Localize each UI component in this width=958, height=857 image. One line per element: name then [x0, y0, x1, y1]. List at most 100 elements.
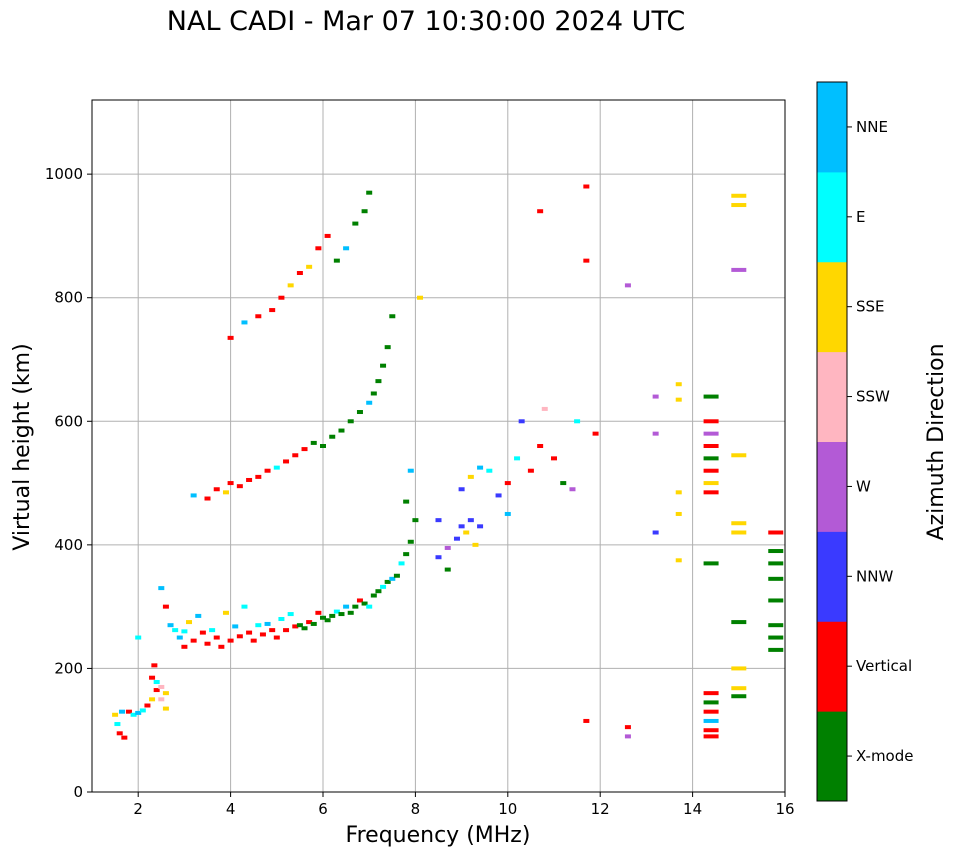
echo-point — [149, 675, 156, 680]
echo-point — [283, 628, 290, 633]
echo-point — [380, 584, 387, 589]
echo-point — [486, 468, 493, 473]
echo-point — [356, 410, 363, 415]
echo-point — [158, 684, 165, 689]
colorbar-segment — [817, 531, 847, 622]
echo-point — [204, 496, 211, 501]
echo-point — [592, 431, 599, 436]
colorbar-segment — [817, 711, 847, 802]
echo-point — [537, 209, 544, 214]
echo-point — [333, 258, 340, 263]
echo-point — [384, 579, 391, 584]
echo-point — [181, 644, 188, 649]
echo-point — [329, 434, 336, 439]
echo-point — [190, 493, 197, 498]
x-tick-label: 10 — [498, 800, 517, 818]
colorbar-tick-label: NNW — [856, 567, 893, 585]
echo-point — [264, 468, 271, 473]
echo-point — [477, 465, 484, 470]
echo-point — [703, 431, 719, 436]
colorbar-tick-label: SSW — [856, 388, 890, 406]
echo-point — [264, 621, 271, 626]
echo-point — [310, 621, 317, 626]
echo-point — [306, 264, 313, 269]
echo-point — [389, 314, 396, 319]
echo-point — [551, 456, 557, 461]
echo-point — [167, 623, 174, 628]
colorbar-segment — [817, 621, 847, 712]
echo-point — [246, 630, 253, 635]
echo-point — [116, 731, 123, 736]
echo-point — [768, 561, 784, 566]
y-tick-label: 200 — [54, 659, 83, 677]
echo-point — [227, 638, 234, 643]
echo-point — [537, 444, 544, 448]
echo-point — [467, 474, 474, 479]
colorbar-frame — [816, 81, 848, 802]
x-tick-label: 8 — [411, 800, 421, 818]
x-tick-label: 12 — [591, 800, 610, 818]
echo-point — [255, 474, 262, 479]
echo-point — [675, 490, 682, 495]
echo-point — [361, 209, 368, 214]
echo-point — [514, 456, 521, 461]
echo-point — [731, 620, 747, 625]
echo-point — [703, 561, 719, 566]
echo-point — [768, 530, 784, 535]
echo-point — [241, 320, 248, 325]
echo-point — [495, 493, 502, 498]
echo-point — [320, 615, 326, 620]
echo-point — [703, 419, 719, 424]
x-tick-label: 14 — [683, 800, 702, 818]
echo-point — [204, 641, 211, 646]
y-tick-label: 400 — [54, 536, 83, 554]
x-axis-label: Frequency (MHz) — [346, 823, 531, 848]
echo-point — [301, 447, 308, 452]
echo-point — [343, 246, 350, 251]
echo-point — [114, 722, 121, 727]
echo-point — [255, 314, 262, 319]
echo-point — [403, 499, 410, 504]
echo-point — [624, 283, 631, 288]
echo-point — [703, 481, 719, 486]
echo-point — [458, 487, 465, 492]
echo-point — [296, 271, 303, 275]
colorbar-tick-label: X-mode — [856, 747, 913, 765]
echo-point — [153, 680, 160, 685]
echo-point — [652, 431, 659, 436]
echo-point — [315, 610, 322, 615]
echo-point — [768, 598, 784, 603]
echo-point — [333, 609, 340, 614]
echo-point — [338, 428, 345, 433]
echo-point — [703, 700, 719, 705]
y-tick-label: 600 — [54, 412, 83, 430]
echo-point — [652, 394, 659, 399]
echo-point — [477, 524, 484, 529]
echo-point — [227, 335, 234, 340]
echo-point — [703, 468, 719, 473]
echo-point — [310, 440, 317, 445]
echo-point — [624, 725, 631, 730]
echo-point — [306, 620, 313, 625]
echo-point — [176, 635, 183, 640]
echo-point — [292, 453, 299, 458]
echo-point — [472, 542, 479, 547]
echo-point — [768, 623, 784, 628]
echo-point — [213, 487, 220, 492]
echo-point — [768, 635, 784, 640]
echo-point — [560, 481, 567, 486]
echo-point — [222, 490, 229, 495]
echo-point — [269, 628, 276, 633]
echo-point — [255, 623, 262, 628]
echo-point — [444, 567, 451, 572]
echo-point — [731, 686, 747, 691]
echo-point — [675, 397, 682, 402]
echo-point — [135, 635, 142, 640]
echo-point — [269, 308, 276, 313]
echo-point — [181, 629, 188, 634]
colorbar-tick-label: E — [856, 208, 865, 226]
echo-point — [236, 634, 243, 639]
echo-point — [315, 246, 322, 251]
echo-point — [241, 604, 248, 609]
echo-point — [144, 703, 151, 708]
